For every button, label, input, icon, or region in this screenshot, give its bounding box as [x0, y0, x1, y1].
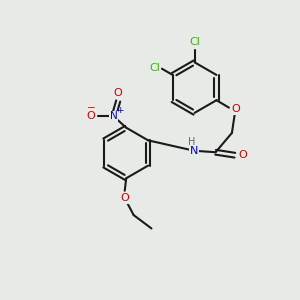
Text: O: O — [238, 150, 247, 160]
Text: Cl: Cl — [149, 62, 160, 73]
Text: O: O — [114, 88, 123, 98]
Text: O: O — [120, 193, 129, 203]
Text: O: O — [86, 111, 95, 122]
Text: Cl: Cl — [189, 38, 200, 47]
Text: N: N — [110, 111, 118, 122]
Text: −: − — [86, 103, 95, 113]
Text: O: O — [231, 104, 240, 114]
Text: N: N — [190, 146, 198, 156]
Text: H: H — [188, 137, 196, 147]
Text: +: + — [116, 106, 123, 115]
